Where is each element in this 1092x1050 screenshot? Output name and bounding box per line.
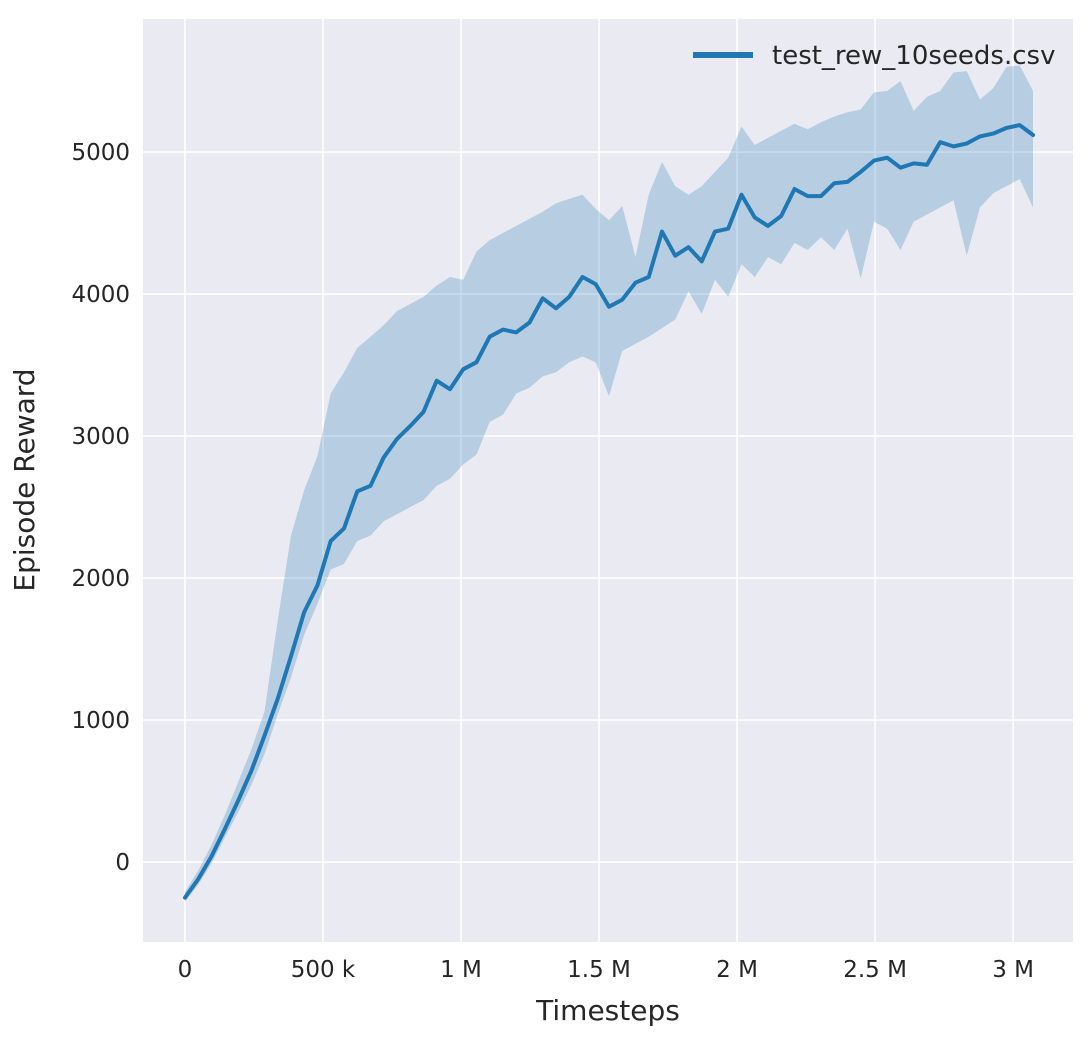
y-tick-label: 5000 [71,140,130,166]
x-axis-label: Timesteps [535,994,680,1027]
x-tick-labels: 0 500 k 1 M 1.5 M 2 M 2.5 M 3 M [178,957,1034,983]
x-tick-label: 0 [178,957,193,983]
x-tick-label: 1.5 M [567,957,631,983]
y-tick-label: 0 [115,850,130,876]
legend-label: test_rew_10seeds.csv [772,41,1055,71]
gridlines [143,19,1073,942]
x-tick-label: 3 M [992,957,1034,983]
x-tick-label: 1 M [440,957,482,983]
y-tick-labels: 0 1000 2000 3000 4000 5000 [71,140,130,876]
x-tick-label: 500 k [291,957,356,983]
y-axis-label: Episode Reward [8,368,41,591]
mean-line [183,123,1035,900]
y-tick-label: 3000 [71,424,130,450]
plot-area [143,19,1073,942]
x-tick-label: 2.5 M [843,957,907,983]
legend: test_rew_10seeds.csv [693,41,1055,71]
x-tick-label: 2 M [716,957,758,983]
y-tick-label: 1000 [71,708,130,734]
confidence-band [185,65,1033,902]
y-tick-label: 4000 [71,282,130,308]
y-tick-label: 2000 [71,566,130,592]
